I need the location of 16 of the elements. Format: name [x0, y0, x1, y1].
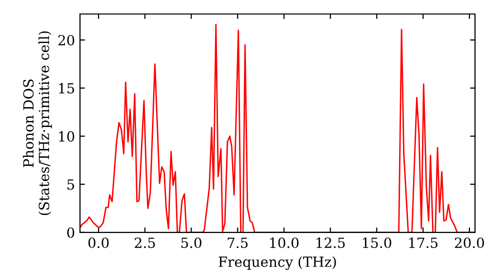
x-tick-label: 15.0: [362, 238, 392, 248]
y-tick-label: 10: [59, 131, 74, 142]
x-tick-label: 10.0: [270, 238, 299, 248]
x-tick-label: 2.5: [134, 238, 155, 248]
x-axis-title: Frequency (THz): [218, 256, 336, 270]
y-axis-title: Phonon DOS (States/THz·primitive cell): [22, 31, 52, 216]
y-tick-label: 5: [67, 179, 74, 190]
x-tick-label: 7.5: [228, 238, 248, 248]
x-tick-label: 12.5: [316, 238, 345, 248]
y-tick-label: 0: [67, 227, 74, 238]
y-tick-label: 20: [58, 34, 74, 46]
x-tick-label: 0.0: [88, 238, 109, 248]
x-tick-label: 17.5: [409, 238, 438, 248]
x-tick-label: 20.0: [454, 238, 484, 248]
y-tick-label: 15: [59, 83, 74, 94]
x-tick-label: 5.0: [181, 238, 202, 248]
